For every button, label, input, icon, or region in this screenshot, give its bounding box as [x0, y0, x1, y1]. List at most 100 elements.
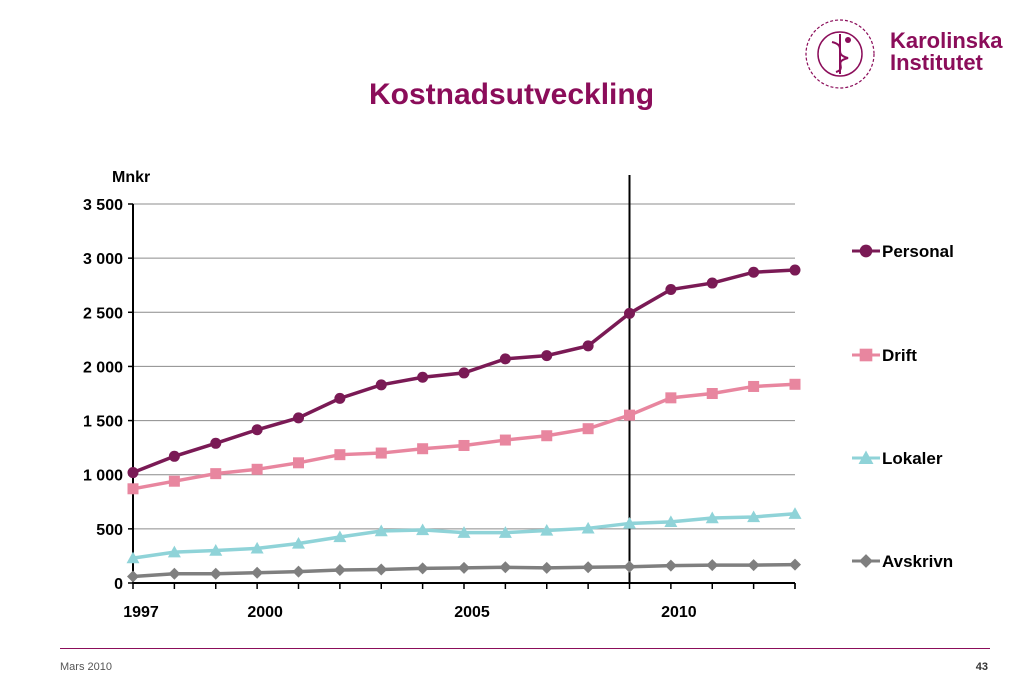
- data-point: [624, 409, 635, 421]
- data-point: [251, 566, 264, 579]
- data-point: [251, 463, 263, 475]
- data-point: [209, 544, 223, 556]
- data-point: [748, 380, 760, 392]
- data-point: [664, 559, 677, 572]
- data-point: [292, 536, 305, 549]
- data-point: [706, 388, 718, 399]
- series-drift: [127, 378, 801, 495]
- data-point: [624, 307, 635, 319]
- data-point: [210, 468, 222, 480]
- data-point: [747, 510, 761, 523]
- legend-item: Personal: [852, 242, 954, 261]
- data-point: [168, 567, 181, 580]
- data-point: [167, 545, 181, 558]
- data-point: [127, 467, 139, 479]
- y-axis-label: Mnkr: [112, 169, 150, 186]
- data-point: [127, 483, 139, 495]
- legend-marker: [859, 554, 873, 568]
- slide-title: Kostnadsutveckling: [368, 78, 655, 111]
- data-point: [417, 443, 429, 455]
- x-tick-label: 1997: [123, 604, 159, 621]
- series-avskrivn: [127, 558, 801, 583]
- y-tick-label: 2 000: [83, 359, 123, 376]
- data-point: [705, 511, 719, 524]
- data-point: [665, 284, 677, 296]
- data-point: [747, 559, 760, 572]
- karolinska-logo: Karolinska Institutet: [798, 14, 1003, 94]
- series-lokaler: [126, 507, 802, 564]
- data-point: [541, 350, 553, 362]
- data-point: [416, 562, 429, 575]
- y-tick-label: 3 000: [83, 251, 123, 268]
- data-point: [210, 437, 222, 449]
- legend-item: Avskrivn: [852, 552, 953, 571]
- data-point: [127, 570, 139, 583]
- data-point: [250, 541, 264, 554]
- data-point: [789, 264, 801, 276]
- data-point: [417, 371, 429, 383]
- legend-label: Avskrivn: [882, 552, 953, 571]
- data-point: [664, 515, 678, 528]
- data-point: [126, 551, 140, 564]
- legend-marker: [859, 348, 873, 362]
- data-point: [168, 450, 180, 462]
- seal-icon: [805, 19, 875, 89]
- x-tick-label: 2005: [454, 604, 490, 621]
- data-point: [458, 367, 470, 379]
- data-point: [788, 507, 802, 519]
- data-point: [457, 526, 471, 538]
- data-point: [375, 379, 387, 391]
- data-point: [374, 524, 388, 537]
- data-point: [748, 266, 760, 278]
- data-point: [582, 340, 594, 352]
- legend-item: Lokaler: [852, 449, 943, 468]
- data-point: [333, 564, 346, 577]
- data-point: [789, 558, 801, 571]
- data-point: [665, 392, 677, 404]
- x-tick-label: 2000: [247, 604, 283, 621]
- data-point: [333, 530, 347, 543]
- legend-item: Drift: [852, 346, 917, 365]
- data-point: [623, 516, 636, 529]
- data-point: [706, 559, 719, 572]
- data-point: [251, 424, 263, 436]
- data-point: [498, 526, 512, 538]
- y-tick-label: 1 000: [83, 468, 123, 485]
- data-point: [582, 561, 595, 574]
- logo-line1: Karolinska: [890, 28, 1003, 53]
- y-tick-label: 500: [96, 522, 123, 539]
- data-point: [209, 567, 222, 580]
- data-point: [334, 392, 346, 404]
- data-point: [623, 560, 636, 573]
- data-point: [375, 563, 388, 576]
- y-tick-label: 1 500: [83, 414, 123, 431]
- data-point: [458, 439, 470, 451]
- data-point: [293, 412, 304, 424]
- data-point: [375, 447, 387, 459]
- legend-label: Lokaler: [882, 449, 943, 468]
- footer-divider: [60, 648, 990, 649]
- data-point: [789, 378, 801, 390]
- data-point: [458, 561, 470, 574]
- footer-date: Mars 2010: [60, 661, 112, 673]
- series-personal: [127, 264, 801, 479]
- data-point: [292, 565, 305, 578]
- data-point: [540, 523, 554, 536]
- data-point: [581, 521, 595, 534]
- legend-marker: [859, 244, 873, 258]
- data-point: [582, 423, 594, 435]
- y-tick-label: 3 500: [83, 197, 123, 214]
- data-point: [416, 523, 430, 536]
- data-point: [540, 561, 553, 574]
- y-tick-label: 2 500: [83, 305, 123, 322]
- page-number: 43: [975, 661, 988, 673]
- legend-label: Personal: [882, 242, 954, 261]
- y-tick-label: 0: [114, 576, 123, 593]
- legend-marker: [858, 450, 874, 464]
- data-point: [293, 457, 304, 469]
- data-point: [541, 430, 553, 442]
- data-point: [334, 449, 346, 461]
- data-point: [706, 277, 718, 289]
- legend-label: Drift: [882, 346, 917, 365]
